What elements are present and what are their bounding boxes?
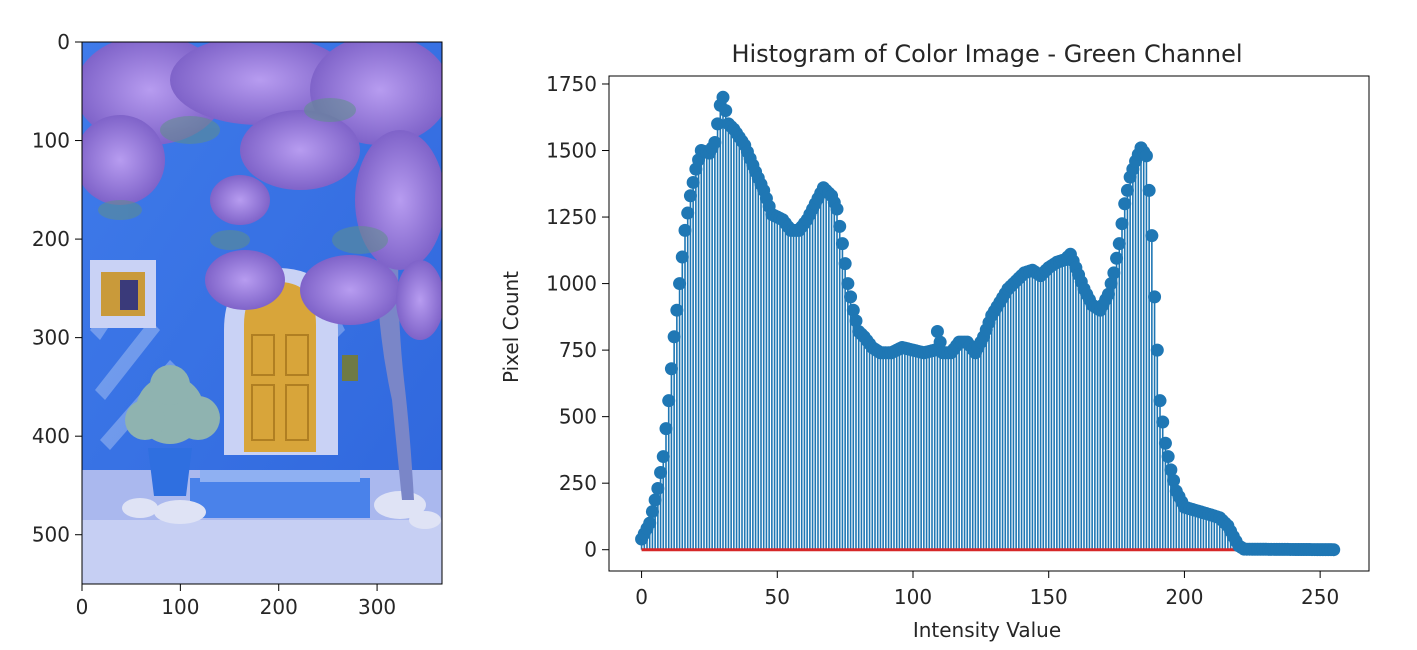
y-tick-label: 0 [584,538,597,562]
stem-marker [1161,450,1175,464]
stem-marker [1118,197,1132,211]
stem-marker [683,189,697,203]
stem-markers [635,90,1341,557]
stem-marker [1112,237,1126,251]
image-x-tick-label: 100 [161,595,199,619]
image-x-tick-label: 300 [358,595,396,619]
image-y-tick-label: 300 [32,326,70,350]
y-tick-label: 500 [559,405,597,429]
stem-marker [1110,251,1124,265]
stem-marker [849,314,863,328]
image-panel: 0 100 200 300 0 100 200 300 400 500 [32,30,443,619]
x-tick-label: 250 [1301,585,1339,609]
stem-marker [844,290,858,304]
stem-marker [708,136,722,150]
stem-marker [1153,394,1167,408]
stem-marker [1148,290,1162,304]
y-tick-label: 750 [559,338,597,362]
stem-marker [1327,543,1341,557]
stem-marker [651,482,665,495]
stem-marker [719,104,733,118]
stem-marker [1101,287,1115,301]
chart-title: Histogram of Color Image - Green Channel [731,40,1242,68]
stem-marker [711,117,725,131]
stem-marker [716,90,730,104]
x-tick-label: 0 [635,585,648,609]
stem-marker [645,505,659,519]
stem-marker [1142,183,1156,197]
stem-marker [1164,463,1178,477]
stem-marker [1156,415,1170,429]
stem-marker [841,277,855,291]
stem-marker [686,175,700,189]
y-tick-label: 1500 [546,139,597,163]
y-axis-label: Pixel Count [499,271,523,383]
y-tick-label: 1750 [546,72,597,96]
image-y-tick-label: 0 [57,30,70,54]
plot-frame [608,75,1370,572]
x-tick-label: 50 [765,585,790,609]
stem-marker [930,324,944,338]
photo-image [82,42,442,584]
stem-marker [1107,266,1121,280]
stem-marker [681,206,695,220]
image-y-tick-label: 500 [32,523,70,547]
image-frame [81,41,443,585]
stem-marker [1150,343,1164,357]
stem-marker [656,450,670,464]
image-x-tick-label: 0 [76,595,89,619]
histogram-panel: Histogram of Color Image - Green Channel… [499,40,1370,642]
x-tick-label: 100 [894,585,932,609]
stem-marker [643,516,657,530]
stem-marker [678,223,692,237]
stem-marker [675,250,689,264]
stem-marker [835,237,849,251]
stem-marker [1158,436,1172,450]
y-tick-label: 1250 [546,205,597,229]
image-axis-ticks: 0 100 200 300 0 100 200 300 400 500 [32,30,396,619]
chart-axis-ticks: 0 50 100 150 200 250 0 250 500 750 1000 1250 1500 175… [546,72,1339,609]
stem-marker [1115,217,1129,231]
stem-marker [670,303,684,317]
stem-marker [1145,229,1159,243]
stem-marker [648,493,662,507]
image-y-tick-label: 200 [32,227,70,251]
stem-marker [1104,277,1118,291]
stem-marker [673,277,687,291]
image-y-tick-label: 100 [32,129,70,153]
image-x-tick-label: 200 [260,595,298,619]
stem-marker [933,335,947,349]
stem-marker [846,303,860,317]
stem-marker [838,257,852,271]
stem-marker [662,394,676,408]
stem-marker [654,466,668,480]
stem-marker [1167,474,1181,488]
x-tick-label: 200 [1165,585,1203,609]
stem-marker [830,202,844,216]
stem-marker [1120,183,1134,197]
stem-marker [664,362,678,376]
stem-marker [1139,149,1153,163]
stem-marker [833,219,847,233]
x-axis-label: Intensity Value [913,618,1061,642]
y-tick-label: 250 [559,471,597,495]
stem-marker [667,330,681,344]
image-y-tick-label: 400 [32,424,70,448]
stem-marker [659,422,673,436]
x-tick-label: 150 [1030,585,1068,609]
y-tick-label: 1000 [546,272,597,296]
